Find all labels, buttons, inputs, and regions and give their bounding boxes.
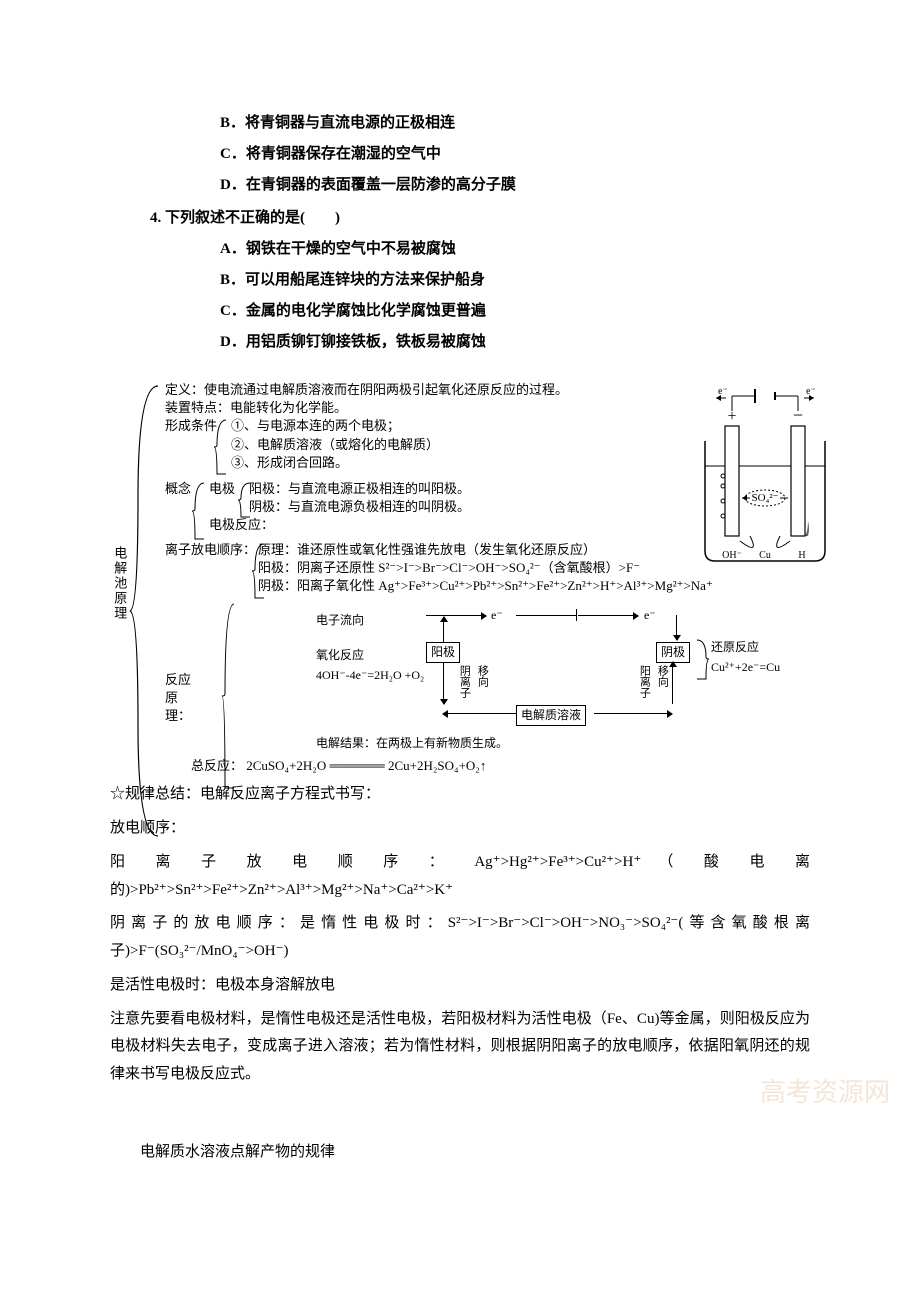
- cathode-eq: Cu²⁺+2e⁻=Cu: [711, 659, 780, 676]
- ox-rxn-label: 氧化反应: [316, 647, 364, 664]
- brace-elec: [238, 480, 253, 520]
- cathode-def: 阴极：与直流电源负极相连的叫阴极。: [249, 498, 470, 516]
- svg-text:e⁻: e⁻: [718, 386, 728, 397]
- brace-cond: [214, 417, 229, 477]
- summary-order-label: 放电顺序：: [110, 815, 810, 843]
- overall-eq: 2CuSO₄+2H₂O ══════ 2Cu+2H₂SO₄+O₂↑: [246, 758, 486, 773]
- ion-principle: 原理：谁还原性或氧化性强谁先放电（发生氧化还原反应）: [258, 541, 713, 559]
- anode-eq: 4OH⁻-4e⁻=2H₂O +O₂: [316, 667, 424, 684]
- result-line: 电解结果：在两极上有新物质生成。: [316, 735, 508, 752]
- ion-label: 离子放电顺序：: [165, 541, 256, 559]
- anion-moveto: 移向: [474, 665, 489, 687]
- q4-stem: 4. 下列叙述不正确的是( ): [150, 205, 810, 232]
- ion-cathode: 阴极：阳离子氧化性 Ag⁺>Fe³⁺>Cu²⁺>Pb²⁺>Sn²⁺>Fe²⁺>Z…: [258, 577, 713, 595]
- cond-3: ③、形成闭合回路。: [231, 454, 439, 472]
- summary-cation: 阳 离 子 放 电 顺 序 ： Ag⁺>Hg²⁺>Fe³⁺>Cu²⁺>H⁺ （ …: [110, 849, 810, 905]
- electrolysis-cell-figure: + − e⁻ e⁻ SO₄²⁻ OH⁻ Cu H: [690, 386, 840, 566]
- cation-move: 阳离子: [636, 665, 651, 698]
- svg-text:e⁻: e⁻: [806, 386, 816, 397]
- q4-opt-c: C．金属的电化学腐蚀比化学腐蚀更普遍: [220, 298, 810, 325]
- ion-anode: 阳极：阴离子还原性 S²⁻>I⁻>Br⁻>Cl⁻>OH⁻>SO₄²⁻（含氧酸根）…: [258, 559, 713, 577]
- q4-opt-a: A．钢铁在干燥的空气中不易被腐蚀: [220, 236, 810, 263]
- anode-box: 阳极: [426, 642, 460, 663]
- red-rxn-label: 还原反应: [711, 639, 759, 656]
- cond-label: 形成条件: [165, 417, 217, 472]
- electrolysis-tree: 电解池原理 + − e⁻ e⁻ SO₄²⁻: [110, 381, 810, 775]
- cond-1: ①、与电源本连的两个电极；: [231, 417, 439, 435]
- brace-concept: [192, 480, 207, 542]
- brace-ion: [252, 541, 267, 601]
- brace-rxn: [222, 601, 237, 791]
- q4-opt-b: B．可以用船尾连锌块的方法来保护船身: [220, 267, 810, 294]
- cond-2: ②、电解质溶液（或熔化的电解质）: [231, 436, 439, 454]
- q3-opt-b: B．将青铜器与直流电源的正极相连: [220, 110, 810, 137]
- anion-move: 阴离子: [456, 665, 471, 698]
- summary-anion: 阴离子的放电顺序：是惰性电极时：S²⁻>I⁻>Br⁻>Cl⁻>OH⁻>NO₃⁻>…: [110, 910, 810, 966]
- summary-title: ☆规律总结：电解反应离子方程式书写：: [110, 781, 810, 809]
- summary-active: 是活性电极时：电极本身溶解放电: [110, 972, 810, 1000]
- cation-moveto: 移向: [654, 665, 669, 687]
- anode-def: 阳极：与直流电源正极相连的叫阳极。: [249, 480, 470, 498]
- electrolyte-box: 电解质溶液: [516, 705, 586, 726]
- q3-opt-d: D．在青铜器的表面覆盖一层防渗的高分子膜: [220, 172, 810, 199]
- brace-cath: [694, 637, 709, 682]
- elec-label: 电极: [209, 480, 235, 516]
- cathode-box: 阴极: [656, 642, 690, 663]
- e-top2: e⁻: [644, 607, 656, 624]
- q4-opt-d: D．用铝质铆钉铆接铁板，铁板易被腐蚀: [220, 329, 810, 356]
- concept-label: 概念: [165, 480, 191, 498]
- summary-note: 注意先要看电极材料，是惰性电极还是活性电极，若阳极材料为活性电极（Fe、Cu)等…: [110, 1006, 810, 1089]
- bottom-title: 电解质水溶液点解产物的规律: [140, 1139, 810, 1166]
- q3-opt-c: C．将青铜器保存在潮湿的空气中: [220, 141, 810, 168]
- e-top: e⁻: [491, 607, 503, 624]
- reaction-flow-diagram: e⁻ e⁻ 电子流向 氧化反应 4OH⁻-4e⁻=2H₂O +O₂ 阳极 阴极: [316, 607, 856, 757]
- e-flow-label: 电子流向: [316, 612, 364, 629]
- rxn-label: 反应原理：: [165, 671, 191, 726]
